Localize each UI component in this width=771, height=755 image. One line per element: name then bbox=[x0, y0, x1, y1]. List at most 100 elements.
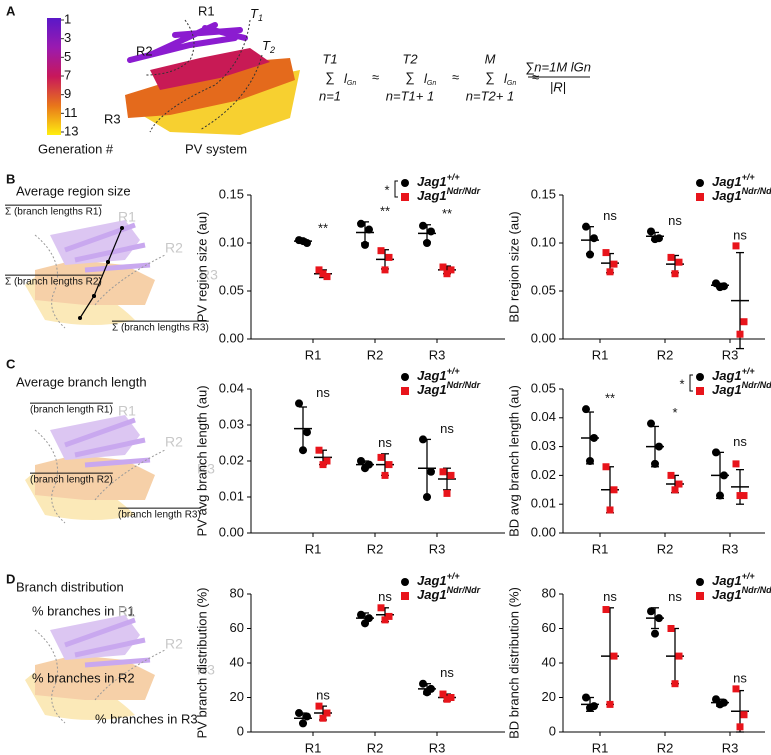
legend-label: Jag1+/+ bbox=[712, 172, 755, 189]
legend-label: Jag1+/+ bbox=[417, 366, 460, 383]
y-axis-label: BD avg branch length (au) bbox=[506, 385, 521, 537]
y-tick-label: 0.01 bbox=[531, 496, 556, 511]
region-label: R1 bbox=[118, 209, 136, 225]
term-sub: Gn bbox=[347, 80, 356, 87]
fraction-denominator: |R| bbox=[550, 79, 566, 94]
legend-marker bbox=[401, 578, 409, 586]
data-point bbox=[357, 457, 365, 465]
x-tick-label: R1 bbox=[592, 347, 609, 362]
threshold-name: T bbox=[262, 38, 271, 53]
colorbar bbox=[47, 18, 61, 135]
data-point bbox=[647, 419, 655, 428]
legend-genotype: Ndr/Ndr bbox=[447, 380, 481, 390]
threshold-sub: 2 bbox=[269, 45, 275, 55]
data-point bbox=[319, 461, 327, 469]
legend-name: Jag1 bbox=[712, 587, 742, 602]
threshold-sub: 1 bbox=[258, 13, 263, 23]
legend-name: Jag1 bbox=[417, 587, 447, 602]
data-point bbox=[590, 433, 598, 442]
term-l: l bbox=[424, 71, 428, 86]
legend-label: Jag1+/+ bbox=[417, 172, 460, 189]
x-tick-label: R3 bbox=[722, 740, 739, 755]
region-label: R2 bbox=[165, 434, 183, 450]
data-point bbox=[610, 260, 618, 268]
significance: ns bbox=[668, 213, 682, 228]
x-tick-label: R2 bbox=[367, 347, 384, 362]
data-point bbox=[365, 225, 373, 234]
data-point bbox=[357, 219, 365, 228]
y-tick-label: 0.00 bbox=[219, 330, 244, 345]
legend-genotype: +/+ bbox=[447, 366, 461, 376]
legend-label: Jag1Ndr/Ndr bbox=[712, 186, 771, 203]
arrow bbox=[93, 261, 109, 297]
data-point bbox=[675, 258, 683, 266]
colorbar-tick-label: 5 bbox=[64, 49, 71, 64]
sum-upper: M bbox=[485, 51, 496, 66]
significance: ns bbox=[378, 435, 392, 450]
illustration-c bbox=[25, 415, 165, 523]
data-point bbox=[423, 688, 431, 697]
sum-upper: T1 bbox=[322, 51, 337, 66]
legend-genotype: Ndr/Ndr bbox=[447, 186, 481, 196]
legend-marker bbox=[696, 179, 704, 187]
data-point bbox=[303, 428, 311, 437]
sum-lower: n=T1+ 1 bbox=[386, 88, 434, 103]
region-label: R3 bbox=[197, 662, 215, 678]
significance: * bbox=[672, 405, 677, 420]
data-point bbox=[423, 239, 431, 247]
data-point bbox=[419, 679, 427, 688]
panel-a bbox=[47, 18, 300, 135]
data-point bbox=[712, 448, 720, 457]
illustration-label: % branches in R3 bbox=[95, 711, 198, 726]
legend-significance: * bbox=[679, 376, 684, 391]
data-point bbox=[651, 459, 659, 468]
data-point bbox=[427, 227, 435, 236]
data-point bbox=[606, 506, 614, 514]
legend-marker bbox=[696, 578, 704, 586]
data-point bbox=[315, 446, 323, 454]
x-tick-label: R1 bbox=[305, 347, 322, 362]
illustration-label: % branches in R1 bbox=[32, 603, 135, 618]
data-point bbox=[357, 610, 365, 619]
data-point bbox=[610, 652, 618, 660]
data-point bbox=[720, 471, 728, 480]
region-label: R2 bbox=[165, 240, 183, 256]
data-point bbox=[439, 468, 447, 476]
region-label: R3 bbox=[104, 111, 121, 126]
threshold-name: T bbox=[250, 6, 259, 21]
data-point bbox=[651, 629, 659, 638]
y-tick-label: 0.05 bbox=[531, 380, 556, 395]
data-point bbox=[361, 464, 369, 473]
term: lGn bbox=[344, 71, 356, 86]
x-tick-label: R3 bbox=[722, 541, 739, 556]
data-point bbox=[740, 492, 748, 500]
data-point bbox=[736, 330, 744, 338]
threshold-label: T1 bbox=[250, 6, 263, 23]
legend-name: Jag1 bbox=[712, 188, 742, 203]
approx: ≈ bbox=[372, 69, 379, 84]
legend-name: Jag1 bbox=[712, 174, 742, 189]
data-point bbox=[740, 711, 748, 719]
sum-lower: n=1 bbox=[319, 88, 341, 103]
data-point bbox=[586, 457, 594, 465]
illustration-label: Σ (branch lengths R2) bbox=[5, 277, 102, 288]
y-axis-label: PV region size (au) bbox=[194, 212, 209, 323]
panel-letter: C bbox=[6, 356, 16, 371]
data-point bbox=[606, 700, 614, 708]
significance: ns bbox=[316, 688, 330, 703]
data-point bbox=[671, 486, 679, 494]
arrow bbox=[79, 295, 95, 319]
legend-label: Jag1Ndr/Ndr bbox=[417, 585, 481, 602]
data-point bbox=[716, 283, 724, 292]
data-point bbox=[381, 616, 389, 624]
y-tick-label: 0.02 bbox=[531, 467, 556, 482]
fraction-numerator: ∑n=1M lGn bbox=[525, 59, 591, 74]
legend-name: Jag1 bbox=[417, 573, 447, 588]
data-point bbox=[582, 405, 590, 414]
significance: ** bbox=[318, 221, 328, 236]
x-tick-label: R3 bbox=[429, 740, 446, 755]
legend-marker bbox=[401, 592, 409, 600]
term-sub: Gn bbox=[427, 80, 436, 87]
data-point bbox=[381, 266, 389, 274]
colorbar-tick-label: 1 bbox=[64, 11, 71, 26]
